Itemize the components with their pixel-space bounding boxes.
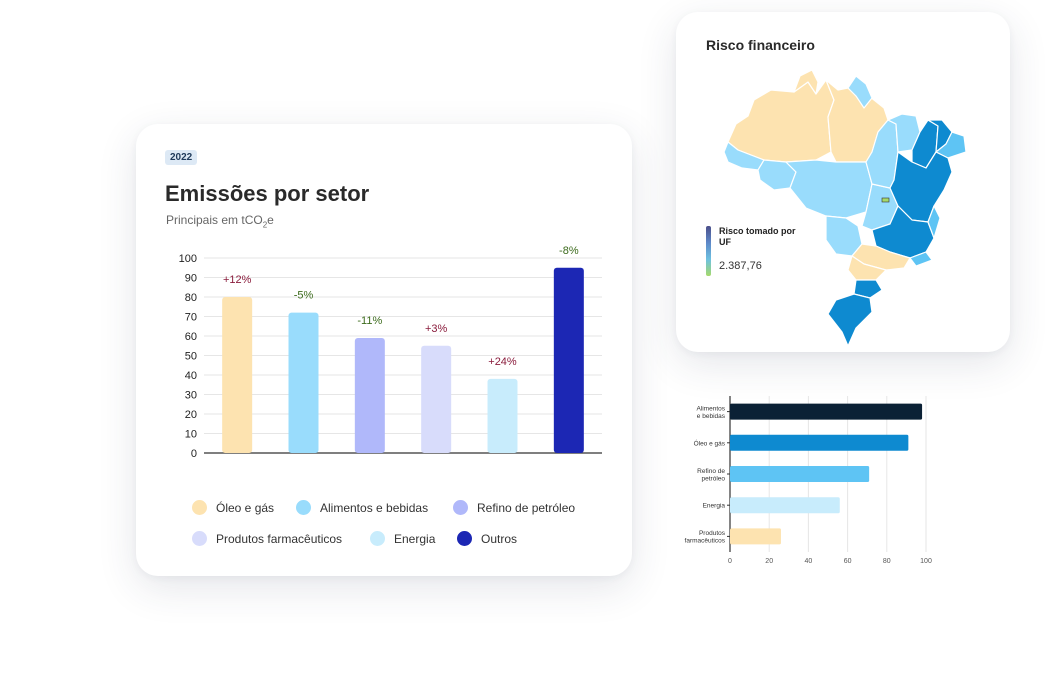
bar-change-label: +12% <box>223 274 252 286</box>
x-tick-label: 60 <box>844 558 852 565</box>
x-tick-label: 100 <box>920 558 932 565</box>
x-tick-label: 0 <box>728 558 732 565</box>
emissions-bar-chart: 1009080706050403020100+12%-5%-11%+3%+24%… <box>179 245 602 460</box>
hbar-1 <box>730 403 923 420</box>
legend-swatch <box>192 500 207 515</box>
legend-swatch <box>192 531 207 546</box>
bar-change-label: +24% <box>488 356 517 368</box>
map-region-acre <box>723 141 765 171</box>
map-title: Risco financeiro <box>706 37 815 53</box>
map-legend-gradient <box>706 226 711 276</box>
legend-label: Refino de petróleo <box>477 500 576 515</box>
x-tick-label: 80 <box>883 558 891 565</box>
legend-item: Energia <box>370 531 435 546</box>
category-label: farmacêuticos <box>685 538 726 545</box>
y-tick-label: 10 <box>185 429 197 441</box>
map-region-rio-grande-sul <box>827 293 873 347</box>
category-label: Produtos <box>699 530 726 537</box>
map-region-espirito-santo <box>927 205 941 239</box>
hbar-4 <box>730 497 840 514</box>
hbar-3 <box>730 466 870 482</box>
bar-change-label: +3% <box>425 323 448 335</box>
y-tick-label: 20 <box>185 409 197 421</box>
legend-item: Óleo e gás <box>192 500 274 515</box>
x-tick-label: 20 <box>765 558 773 565</box>
legend-swatch <box>457 531 472 546</box>
category-label: Alimentos <box>696 405 725 412</box>
y-tick-label: 30 <box>185 390 197 402</box>
y-tick-label: 80 <box>185 292 197 304</box>
legend-item: Produtos farmacêuticos <box>192 531 342 546</box>
map-legend-label: Risco tomado por UF <box>719 226 796 247</box>
x-tick-label: 40 <box>805 558 813 565</box>
y-tick-label: 90 <box>185 273 197 285</box>
category-label: e bebidas <box>697 413 726 420</box>
bar-4 <box>421 345 452 453</box>
legend-swatch <box>453 500 468 515</box>
chart-subtitle: Principais em tCO2e <box>166 213 274 230</box>
map-card: Risco financeiro <box>676 12 1010 352</box>
legend-label: Energia <box>394 531 436 546</box>
legend-item: Outros <box>457 531 517 546</box>
chart-title: Emissões por setor <box>165 181 370 206</box>
legend-label: Alimentos e bebidas <box>320 500 429 515</box>
y-tick-label: 70 <box>185 312 197 324</box>
bar-1 <box>222 297 253 453</box>
category-label: Refino de <box>697 468 725 475</box>
legend-swatch <box>370 531 385 546</box>
hbar-2 <box>730 434 909 451</box>
bar-5 <box>487 378 518 453</box>
legend-label: Óleo e gás <box>216 500 275 515</box>
map-region-distrito-federal <box>881 197 890 203</box>
legend-item: Alimentos e bebidas <box>296 500 428 515</box>
emissions-card: 100 90 80 70 60 50 40 30 20 10 0 +12% -5% -11% +3% +24%… <box>136 124 632 576</box>
y-tick-label: 100 <box>179 253 197 265</box>
map-region-amazonas <box>727 79 835 163</box>
category-label: Óleo e gás <box>694 438 726 447</box>
bar-6 <box>553 267 584 453</box>
year-badge: 2022 <box>165 150 198 165</box>
bar-2 <box>288 312 319 453</box>
category-label: Energia <box>703 503 726 510</box>
legend-item: Refino de petróleo <box>453 500 575 515</box>
bar-change-label: -11% <box>357 315 382 327</box>
legend-label: Produtos farmacêuticos <box>216 531 343 546</box>
y-tick-label: 60 <box>185 331 197 343</box>
map-region-mato-grosso <box>785 159 873 219</box>
y-tick-label: 40 <box>185 370 197 382</box>
bar-change-label: -5% <box>294 290 314 302</box>
y-tick-label: 50 <box>185 351 197 363</box>
map-region-roraima <box>793 69 819 95</box>
brazil-map <box>723 69 967 347</box>
map-region-rio-de-janeiro <box>909 251 933 267</box>
y-tick-label: 0 <box>191 448 197 460</box>
bar-3 <box>354 337 385 453</box>
bar-change-label: -8% <box>559 245 579 257</box>
category-label: petróleo <box>702 475 726 482</box>
map-region-amapa <box>847 75 873 109</box>
legend-swatch <box>296 500 311 515</box>
map-legend-value: 2.387,76 <box>719 260 762 272</box>
hbar-5 <box>730 528 781 545</box>
legend-label: Outros <box>481 531 518 546</box>
map-region-santa-catarina <box>853 279 883 299</box>
